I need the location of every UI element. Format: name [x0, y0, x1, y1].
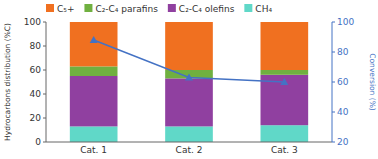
y2-tick-label: 100	[337, 17, 354, 27]
bar-segment	[70, 76, 118, 126]
bar-segment	[261, 22, 309, 70]
y-tick-label: 80	[30, 41, 42, 51]
y2-tick-label: 40	[337, 107, 349, 117]
bar-segment	[70, 66, 118, 76]
y-axis-line	[46, 22, 47, 142]
y2-tick	[332, 142, 335, 143]
y-tick	[43, 70, 46, 71]
legend-swatch	[46, 4, 54, 12]
y-tick	[43, 22, 46, 23]
bar-segment	[70, 22, 118, 66]
bar-segment	[165, 126, 213, 142]
legend-swatch	[244, 4, 252, 12]
y-tick-label: 60	[30, 65, 42, 75]
legend-label: C₅+	[57, 4, 74, 14]
x-tick-label: Cat. 1	[80, 145, 107, 155]
legend-item: C₂-C₄ olefins	[168, 4, 235, 14]
y2-tick	[332, 112, 335, 113]
plot-marks	[70, 22, 308, 142]
y-axis-label: Hydrocarbons distribution (%C)	[3, 23, 12, 141]
y-tick-label: 40	[30, 89, 42, 99]
x-tick-label: Cat. 2	[176, 145, 203, 155]
legend: C₅+ C₂-C₄ parafins C₂-C₄ olefins CH₄	[46, 4, 272, 14]
y-tick	[43, 118, 46, 119]
legend-swatch	[84, 4, 92, 12]
legend-item: C₂-C₄ parafins	[84, 4, 158, 14]
legend-label: C₂-C₄ parafins	[95, 4, 158, 14]
x-axis-line	[46, 142, 332, 143]
legend-item: CH₄	[244, 4, 272, 14]
y2-tick-label: 60	[337, 77, 349, 87]
y2-tick	[332, 52, 335, 53]
y2-tick	[332, 22, 335, 23]
bar-segment	[261, 125, 309, 142]
y-tick	[43, 94, 46, 95]
legend-item: C₅+	[46, 4, 74, 14]
bar-segment	[165, 22, 213, 70]
y-tick	[43, 142, 46, 143]
bar-segment	[165, 78, 213, 126]
legend-label: CH₄	[255, 4, 272, 14]
x-tick-label: Cat. 3	[271, 145, 298, 155]
bar-segment	[261, 75, 309, 125]
marker	[280, 78, 288, 85]
y-tick-label: 100	[24, 17, 41, 27]
bar-segment	[261, 70, 309, 75]
y2-tick-label: 80	[337, 47, 349, 57]
bar-segment	[70, 126, 118, 142]
line	[94, 40, 285, 82]
marker	[90, 36, 98, 43]
y2-tick	[332, 82, 335, 83]
y-tick	[43, 46, 46, 47]
y2-axis-label: Conversion (%)	[368, 53, 377, 110]
y2-tick-label: 20	[337, 137, 349, 147]
y-tick-label: 0	[35, 137, 41, 147]
legend-label: C₂-C₄ olefins	[179, 4, 235, 14]
legend-swatch	[168, 4, 176, 12]
marker	[185, 74, 193, 81]
y-tick-label: 20	[30, 113, 42, 123]
